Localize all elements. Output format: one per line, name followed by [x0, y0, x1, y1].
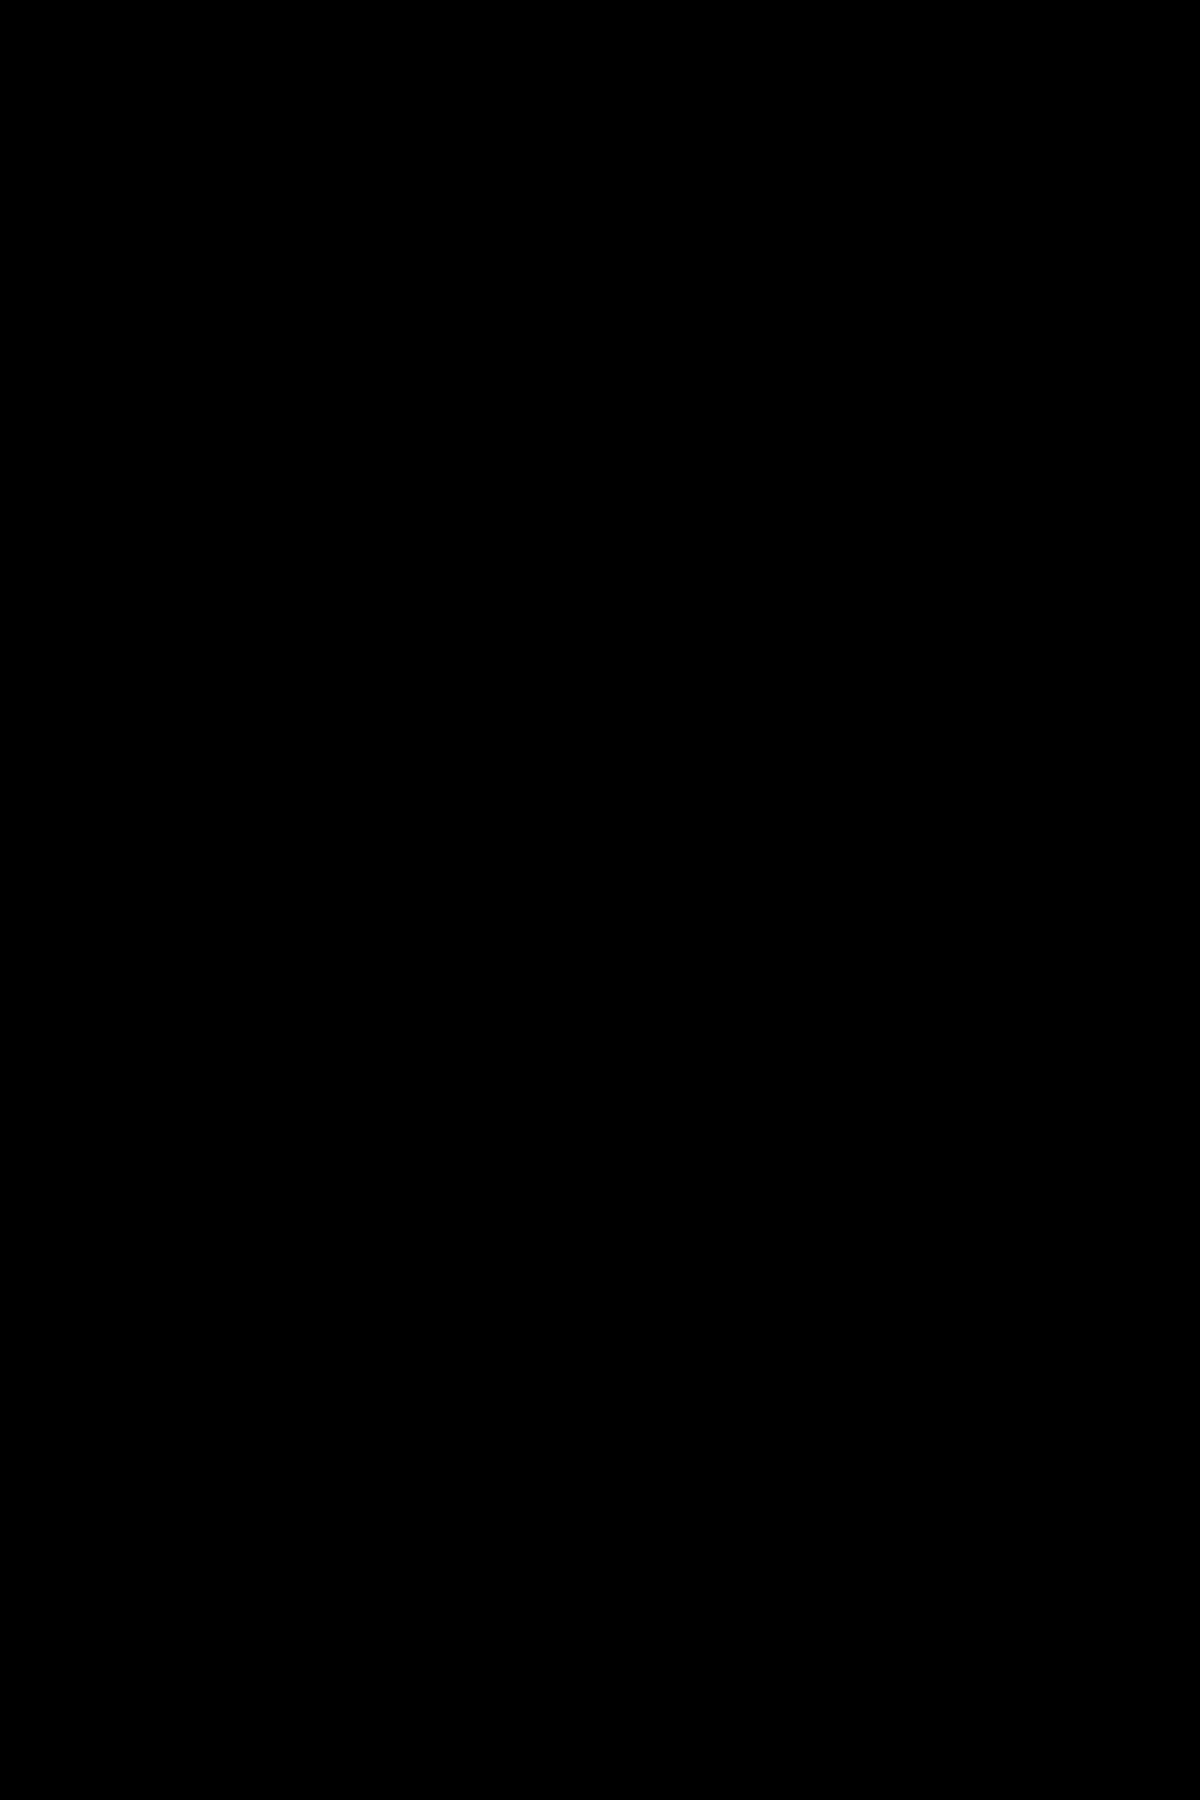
word-cloud [0, 0, 1045, 1568]
